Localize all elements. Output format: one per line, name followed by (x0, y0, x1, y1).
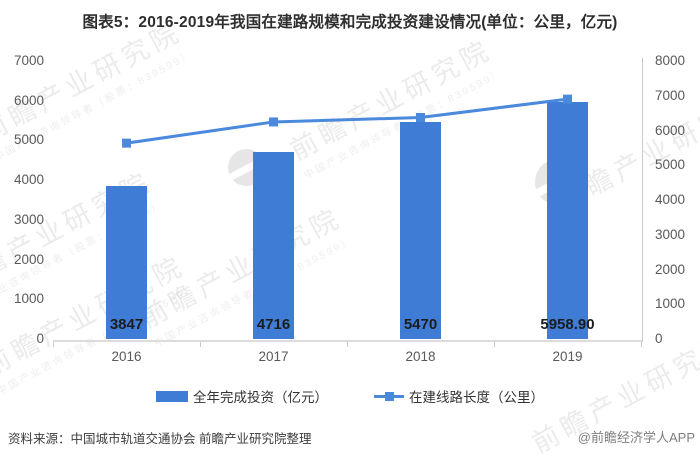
line-marker-icon (416, 113, 425, 123)
x-axis-tick (53, 342, 54, 347)
watermark-text: 前瞻产业研究院 (285, 34, 498, 166)
x-axis-label-2019: 2019 (552, 349, 583, 364)
watermark-text: 前瞻产业研究院 (135, 202, 348, 334)
x-axis-tick (641, 342, 642, 347)
x-axis-tick (200, 342, 201, 347)
left-axis-tick-label: 1000 (13, 291, 44, 307)
bar-value-label: 4716 (256, 316, 291, 333)
right-axis-tick-label: 2000 (655, 261, 686, 277)
bar-2018 (400, 121, 441, 339)
bar-2016 (106, 186, 147, 339)
right-axis-tick-label: 4000 (655, 192, 686, 207)
x-axis-label-2018: 2018 (405, 349, 436, 364)
x-axis-line (53, 340, 643, 342)
line-series (126, 97, 568, 145)
x-axis-tick (494, 342, 495, 347)
left-axis-tick-label: 5000 (13, 132, 44, 148)
legend-bar-swatch-icon (156, 390, 188, 402)
page-title: 图表5：2016-2019年我国在建路规模和完成投资建设情况(单位：公里，亿元) (82, 14, 618, 31)
left-axis-tick-label: 4000 (13, 172, 44, 188)
bar-value-label: 5470 (403, 316, 438, 333)
bar-value-label: 5958.90 (540, 316, 595, 333)
line-marker-icon (269, 117, 278, 127)
legend-label: 全年完成投资（亿元） (193, 390, 328, 405)
data-source-note: 资料来源：中国城市轨道交通协会 前瞻产业研究院整理 (8, 432, 312, 446)
right-axis-tick-label: 5000 (655, 157, 686, 173)
right-axis-tick-label: 0 (655, 331, 663, 346)
right-axis-tick-label: 1000 (655, 296, 686, 312)
x-axis-label-2017: 2017 (258, 349, 289, 364)
line-marker-icon (122, 138, 131, 148)
bar-2019 (547, 102, 588, 339)
right-axis-tick-label: 8000 (655, 53, 686, 68)
legend-item-investment: 全年完成投资（亿元） (156, 386, 328, 406)
bar-2017 (253, 151, 294, 339)
x-axis-tick (347, 342, 348, 347)
credit-note: @前瞻经济学人APP (577, 430, 695, 445)
right-axis-line (642, 58, 643, 342)
right-axis-tick-label: 6000 (655, 122, 686, 138)
left-axis-tick-label: 7000 (13, 53, 44, 68)
right-axis-tick-label: 3000 (655, 226, 686, 242)
legend-label: 在建线路长度（公里） (409, 390, 544, 405)
left-axis-tick-label: 0 (36, 331, 44, 346)
legend-item-line-length: 在建线路长度（公里） (374, 386, 544, 406)
x-axis-label-2016: 2016 (111, 349, 142, 364)
bar-value-label: 3847 (109, 316, 144, 333)
left-axis-tick-label: 3000 (13, 211, 44, 227)
legend-line-swatch-icon (374, 391, 404, 402)
right-axis-tick-label: 7000 (655, 87, 686, 103)
left-axis-tick-label: 6000 (13, 92, 44, 108)
watermark: 前瞻产业研究院 中国产业咨询领导者（股票：839599） (282, 28, 506, 182)
legend: 全年完成投资（亿元） 在建线路长度（公里） (0, 386, 700, 406)
left-axis-tick-label: 2000 (13, 251, 44, 267)
